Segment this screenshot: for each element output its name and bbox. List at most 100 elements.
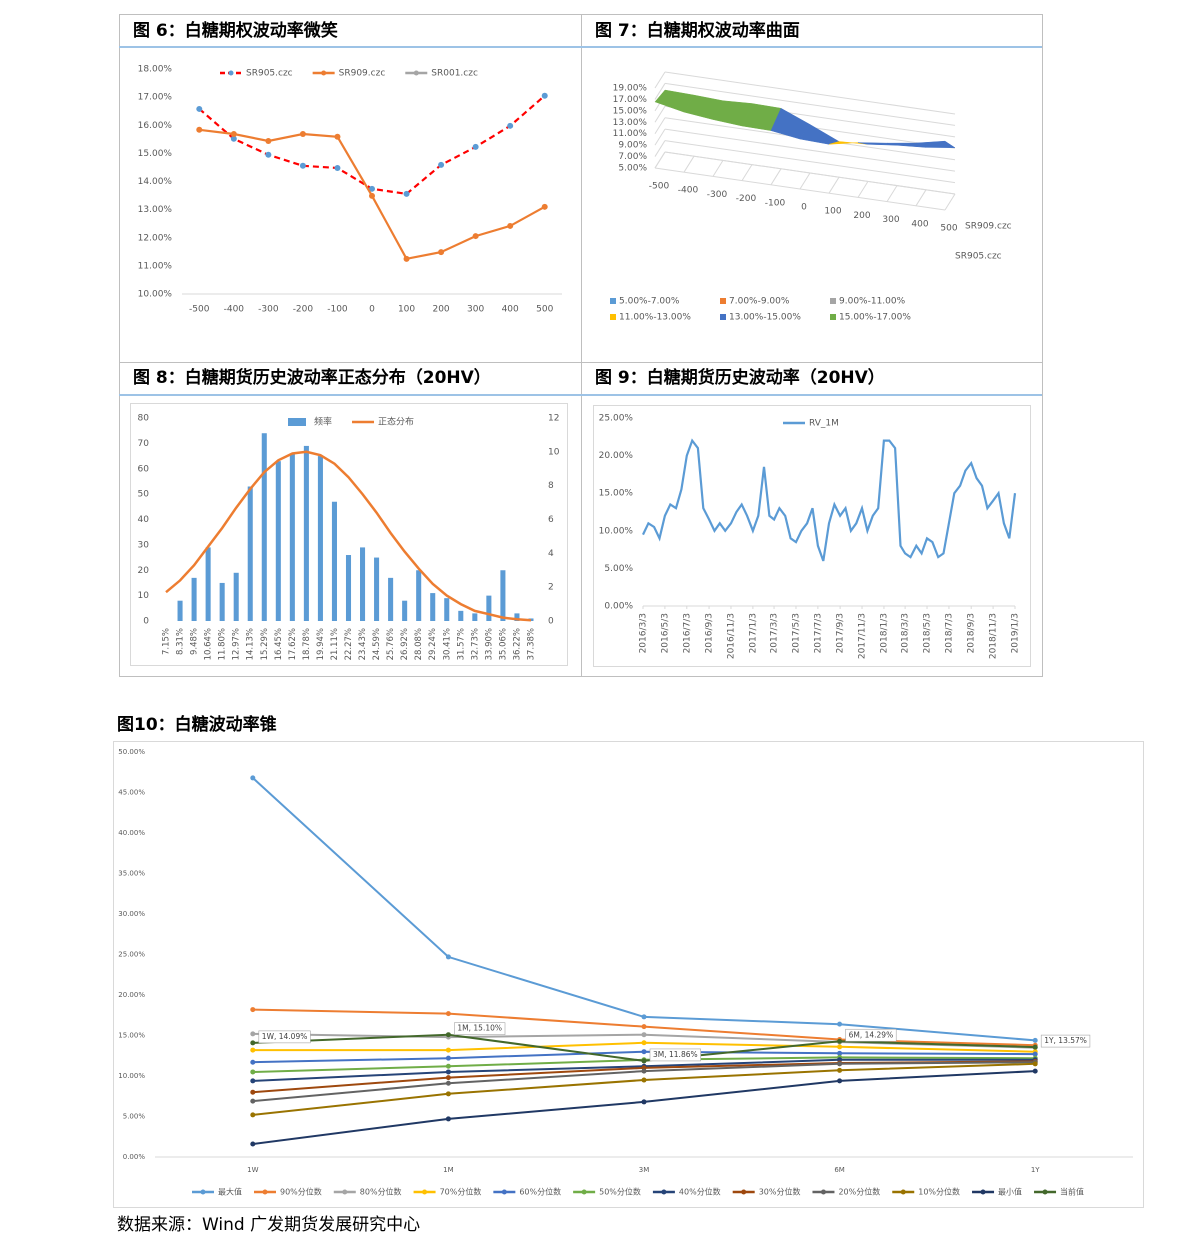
bar bbox=[191, 577, 197, 621]
z-tick-label: 15.00% bbox=[613, 106, 648, 116]
x-tick-label: 1Y bbox=[1031, 1166, 1040, 1174]
point bbox=[196, 105, 203, 112]
point bbox=[250, 1078, 256, 1084]
series-line bbox=[252, 777, 1036, 1042]
point bbox=[334, 133, 341, 140]
point bbox=[641, 1058, 647, 1064]
x-tick-label: 2017/7/3 bbox=[813, 613, 823, 653]
legend-label: SR905.czc bbox=[246, 69, 293, 79]
x-tick-label: 8.31% bbox=[176, 628, 186, 655]
y-tick-label: 10.00% bbox=[118, 1072, 145, 1080]
x-tick-label: 25.76% bbox=[386, 628, 396, 660]
x-tick-label: 19.94% bbox=[316, 628, 326, 660]
point bbox=[507, 222, 514, 229]
x-tick-label: 400 bbox=[502, 305, 519, 315]
x-tick-label: 2017/5/3 bbox=[791, 613, 801, 653]
legend-label: 90%分位数 bbox=[280, 1187, 322, 1197]
series-label: SR905.czc bbox=[955, 252, 1002, 262]
point bbox=[445, 1063, 451, 1069]
point bbox=[837, 1021, 843, 1027]
x-tick-label: 2018/11/3 bbox=[989, 613, 999, 659]
x-tick-label: 300 bbox=[882, 215, 899, 225]
point bbox=[230, 130, 237, 137]
y-tick-label: 0.00% bbox=[604, 602, 633, 612]
x-tick-label: 16.45% bbox=[274, 628, 284, 660]
point bbox=[438, 161, 445, 168]
grid-line bbox=[664, 71, 956, 115]
figure-title: 图 7：白糖期权波动率曲面 bbox=[595, 20, 800, 41]
legend-marker bbox=[501, 1189, 507, 1195]
z-tick-label: 19.00% bbox=[613, 84, 648, 94]
figure-title: 图 6：白糖期权波动率微笑 bbox=[133, 20, 338, 41]
x-tick-label: 9.48% bbox=[190, 628, 200, 655]
point bbox=[641, 1032, 647, 1038]
data-label-box bbox=[649, 1048, 701, 1062]
point bbox=[299, 162, 306, 169]
floor-line bbox=[944, 193, 956, 211]
y-tick-label: 10.00% bbox=[138, 290, 173, 300]
point bbox=[641, 1068, 647, 1074]
floor-line bbox=[770, 168, 782, 186]
x-tick-label: 35.06% bbox=[498, 628, 508, 660]
y-tick-label: 5.00% bbox=[123, 1113, 146, 1121]
series-line bbox=[642, 438, 1017, 562]
series-label: SR909.czc bbox=[965, 222, 1012, 232]
point bbox=[403, 255, 410, 262]
point bbox=[265, 138, 272, 144]
x-tick-label: 2018/9/3 bbox=[967, 613, 977, 653]
chart-frame bbox=[113, 741, 1144, 1208]
y-tick-label: 80 bbox=[138, 414, 150, 424]
y-tick-label: 30 bbox=[138, 540, 150, 550]
x-tick-label: 2016/3/3 bbox=[639, 613, 649, 653]
point bbox=[641, 1014, 647, 1020]
point bbox=[837, 1067, 843, 1073]
y-tick-label: 25.00% bbox=[118, 951, 145, 959]
bar bbox=[219, 582, 225, 621]
floor-line bbox=[741, 164, 753, 181]
series-line bbox=[198, 94, 546, 196]
legend-marker bbox=[228, 70, 234, 76]
point bbox=[250, 1069, 256, 1075]
point bbox=[1032, 1051, 1038, 1057]
point bbox=[507, 122, 514, 129]
y-tick-label: 70 bbox=[138, 439, 150, 449]
floor-line bbox=[799, 172, 811, 190]
y-tick-label: 4 bbox=[548, 549, 554, 559]
x-tick-label: 2019/1/3 bbox=[1011, 613, 1021, 653]
y-tick-label: 10 bbox=[548, 447, 560, 457]
point bbox=[837, 1038, 843, 1044]
x-tick-label: 0 bbox=[369, 305, 375, 315]
legend-marker bbox=[900, 1189, 906, 1195]
z-tick-label: 17.00% bbox=[613, 95, 648, 105]
y-tick-label: 14.00% bbox=[138, 177, 173, 187]
bar bbox=[275, 461, 281, 621]
data-label: 1W, 14.09% bbox=[262, 1032, 308, 1041]
grid-line bbox=[664, 140, 956, 184]
figure-title: 图 9：白糖期货历史波动率（20HV） bbox=[595, 367, 885, 388]
x-tick-label: -500 bbox=[649, 182, 670, 192]
legend-swatch bbox=[610, 298, 616, 304]
point bbox=[1032, 1044, 1038, 1050]
point bbox=[1032, 1061, 1038, 1067]
y-tick-label: 17.00% bbox=[138, 93, 173, 103]
y-tick-label: 25.00% bbox=[599, 414, 634, 424]
legend-label: 正态分布 bbox=[378, 416, 414, 428]
x-tick-label: 17.62% bbox=[288, 628, 298, 660]
y-tick-label: 11.00% bbox=[138, 261, 173, 271]
x-tick-label: -100 bbox=[327, 305, 348, 315]
legend-swatch bbox=[830, 314, 836, 320]
x-tick-label: 100 bbox=[398, 305, 415, 315]
grid-line bbox=[654, 71, 666, 89]
floor-line bbox=[654, 167, 946, 211]
legend-label: 60%分位数 bbox=[519, 1187, 561, 1197]
y-tick-label: 18.00% bbox=[138, 65, 173, 75]
point bbox=[541, 203, 548, 210]
y-tick-label: 15.00% bbox=[599, 489, 634, 499]
y-tick-label: 45.00% bbox=[118, 789, 145, 797]
point bbox=[445, 1032, 451, 1038]
x-tick-label: 500 bbox=[940, 224, 957, 234]
bar bbox=[317, 456, 323, 621]
bar bbox=[303, 445, 309, 621]
floor-line bbox=[683, 155, 695, 173]
